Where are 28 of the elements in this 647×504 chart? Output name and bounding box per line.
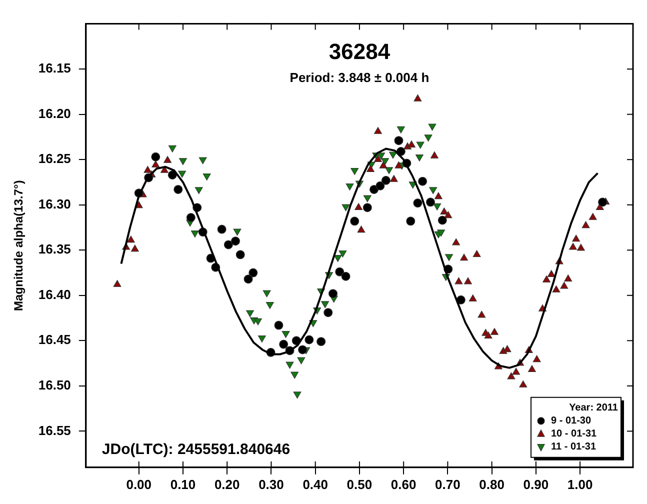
y-tick-label: 16.15 [38, 60, 71, 76]
x-tick-label: 0.90 [523, 476, 549, 492]
legend-label: 11 - 01-31 [551, 442, 596, 453]
y-tick-label: 16.55 [38, 422, 71, 438]
x-tick-label: 0.00 [126, 476, 152, 492]
x-tick-label: 0.80 [479, 476, 504, 492]
y-tick-label: 16.40 [38, 286, 71, 302]
x-tick-label: 0.70 [435, 476, 460, 492]
x-tick-label: 0.20 [214, 476, 240, 492]
x-tick-label: 0.40 [302, 476, 328, 492]
y-tick-label: 16.30 [38, 196, 71, 212]
annotation: JDo(LTC): 2455591.840646 [102, 441, 290, 458]
x-tick-label: 0.60 [390, 476, 416, 492]
y-tick-label: 16.20 [38, 106, 71, 121]
x-tick-label: 0.30 [258, 476, 284, 492]
x-tick-label: 0.10 [170, 476, 196, 492]
x-tick-label: 0.50 [346, 476, 372, 492]
y-axis-title: Magnitude alpha(13.7°) [12, 180, 26, 312]
text: Period: 3.848 ± 0.004 h [290, 70, 430, 85]
y-tick-label: 16.35 [38, 242, 71, 257]
y-tick-label: 16.50 [38, 378, 71, 392]
y-tick-label: 16.25 [38, 151, 71, 166]
y-tick-label: 16.45 [38, 332, 71, 348]
x-tick-label: 1.00 [567, 476, 593, 492]
legend-title: Year: 2011 [569, 402, 618, 414]
legend-label: 9 - 01-30 [551, 416, 592, 427]
text: 36284 [328, 38, 391, 64]
legend-label: 10 - 01-31 [551, 428, 598, 440]
